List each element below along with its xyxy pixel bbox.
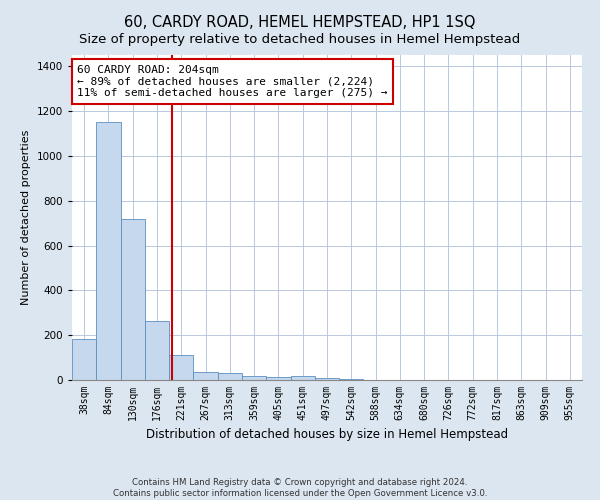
Bar: [242, 376, 266, 380]
Bar: [290, 376, 315, 380]
Bar: [193, 372, 218, 380]
Bar: [218, 374, 242, 380]
Bar: [266, 378, 290, 380]
Bar: [169, 356, 193, 380]
Bar: [96, 122, 121, 380]
Text: Contains HM Land Registry data © Crown copyright and database right 2024.
Contai: Contains HM Land Registry data © Crown c…: [113, 478, 487, 498]
Bar: [72, 338, 96, 380]
Bar: [315, 378, 339, 380]
Bar: [121, 218, 145, 380]
Text: 60, CARDY ROAD, HEMEL HEMPSTEAD, HP1 1SQ: 60, CARDY ROAD, HEMEL HEMPSTEAD, HP1 1SQ: [124, 15, 476, 30]
Y-axis label: Number of detached properties: Number of detached properties: [21, 130, 31, 305]
Bar: [145, 320, 169, 380]
Bar: [339, 379, 364, 380]
X-axis label: Distribution of detached houses by size in Hemel Hempstead: Distribution of detached houses by size …: [146, 428, 508, 442]
Text: Size of property relative to detached houses in Hemel Hempstead: Size of property relative to detached ho…: [79, 32, 521, 46]
Text: 60 CARDY ROAD: 204sqm
← 89% of detached houses are smaller (2,224)
11% of semi-d: 60 CARDY ROAD: 204sqm ← 89% of detached …: [77, 64, 388, 98]
